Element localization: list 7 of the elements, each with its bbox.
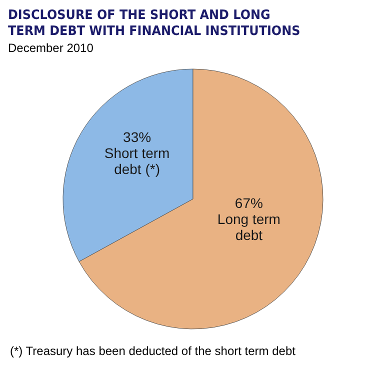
chart-title: DISCLOSURE OF THE SHORT AND LONG TERM DEBT WITH FINANCIAL INSTITUTIONS bbox=[8, 8, 302, 40]
data-label: 67% bbox=[234, 195, 263, 212]
slice-label: Short term debt (*) bbox=[104, 144, 170, 177]
text: (*) Treasury has been deducted of the short term debt bbox=[10, 344, 296, 358]
chart-subtitle: December 2010 bbox=[8, 41, 94, 55]
data-label: 33% bbox=[123, 128, 152, 145]
slice-label: Long term debt bbox=[217, 211, 280, 244]
